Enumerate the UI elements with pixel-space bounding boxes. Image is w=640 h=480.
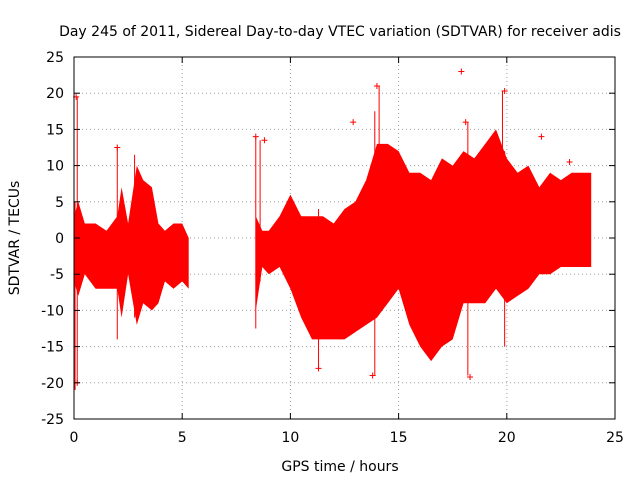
y-tick-labels: -25 -20 -15 -10 -5 0 5 10 15 20 25 bbox=[41, 50, 64, 428]
data-point bbox=[467, 374, 474, 381]
data-point bbox=[261, 137, 268, 144]
y-tick-label: -10 bbox=[41, 303, 64, 319]
data-band bbox=[255, 129, 592, 362]
data-point bbox=[114, 144, 121, 151]
y-tick-label: 25 bbox=[46, 50, 64, 66]
data-point bbox=[462, 119, 469, 126]
data-band bbox=[74, 165, 189, 325]
data-point bbox=[538, 133, 545, 140]
y-tick-label: -20 bbox=[41, 376, 64, 392]
axis-ticks bbox=[73, 56, 616, 420]
x-tick-labels: 0 5 10 15 20 25 bbox=[70, 430, 624, 446]
y-tick-label: 5 bbox=[55, 195, 64, 211]
data-spikes bbox=[74, 85, 506, 391]
y-axis-label: SDTVAR / TECUs bbox=[7, 181, 23, 296]
x-tick-label: 5 bbox=[178, 430, 187, 446]
data-point bbox=[373, 82, 380, 89]
data-point bbox=[350, 119, 357, 126]
x-tick-label: 25 bbox=[606, 430, 624, 446]
x-tick-label: 0 bbox=[70, 430, 79, 446]
y-tick-label: -15 bbox=[41, 340, 64, 356]
y-tick-label: 0 bbox=[55, 231, 64, 247]
x-tick-label: 20 bbox=[498, 430, 516, 446]
data-point bbox=[566, 158, 573, 165]
y-tick-label: -25 bbox=[41, 412, 64, 428]
data-point bbox=[458, 68, 465, 75]
y-tick-label: -5 bbox=[50, 267, 64, 283]
x-tick-label: 10 bbox=[281, 430, 299, 446]
y-tick-label: 15 bbox=[46, 122, 64, 138]
x-tick-label: 15 bbox=[390, 430, 408, 446]
y-tick-label: 20 bbox=[46, 86, 64, 102]
x-axis-label: GPS time / hours bbox=[281, 459, 398, 475]
data-point bbox=[252, 133, 259, 140]
data-point bbox=[315, 365, 322, 372]
data-point bbox=[369, 372, 376, 379]
data-point bbox=[501, 88, 508, 95]
data-series-sdtvar bbox=[74, 129, 592, 362]
y-tick-label: 10 bbox=[46, 159, 64, 175]
chart-title: Day 245 of 2011, Sidereal Day-to-day VTE… bbox=[59, 24, 621, 40]
